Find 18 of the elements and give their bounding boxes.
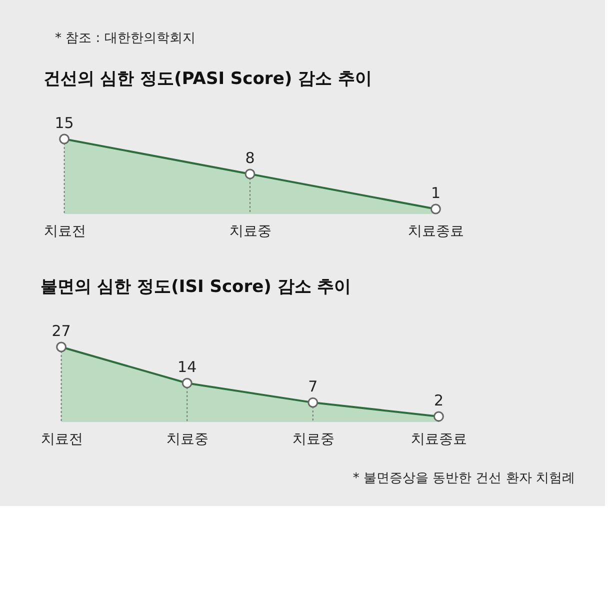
data-label: 7 <box>308 378 318 396</box>
text: * 참조 : 대한한의학회지 <box>55 31 196 46</box>
data-label: 8 <box>245 149 255 167</box>
x-tick-label: 치료중 <box>230 224 272 240</box>
data-label: 27 <box>52 322 71 340</box>
x-tick-label: 치료전 <box>40 432 83 448</box>
data-label: 14 <box>178 358 197 376</box>
data-label: 1 <box>430 184 440 202</box>
x-tick-label: 치료중 <box>166 432 209 448</box>
text: * 불면증상을 동반한 건선 환자 치험례 <box>352 471 575 486</box>
chart-title: 건선의 심한 정도(PASI Score) 감소 추이 <box>43 69 372 89</box>
data-label: 2 <box>434 391 444 410</box>
x-tick-label: 치료중 <box>292 432 334 448</box>
x-tick-label: 치료종료 <box>408 224 464 240</box>
chart-title: 불면의 심한 정도(ISI Score) 감소 추이 <box>40 277 352 297</box>
x-tick-label: 치료종료 <box>411 432 468 448</box>
data-label: 15 <box>54 114 74 132</box>
x-tick-label: 치료전 <box>44 224 86 240</box>
